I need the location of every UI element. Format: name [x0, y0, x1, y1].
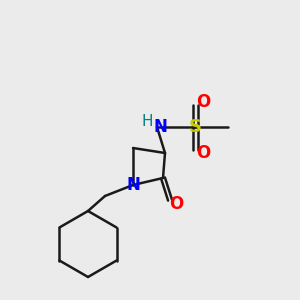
- Text: O: O: [169, 195, 183, 213]
- Text: N: N: [153, 118, 167, 136]
- Text: O: O: [196, 144, 210, 162]
- Text: H: H: [141, 115, 153, 130]
- Text: O: O: [196, 93, 210, 111]
- Text: N: N: [126, 176, 140, 194]
- Text: S: S: [188, 118, 202, 136]
